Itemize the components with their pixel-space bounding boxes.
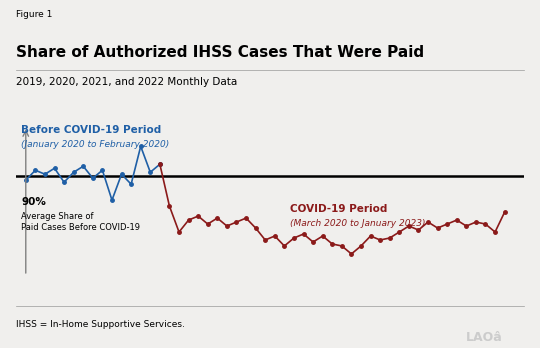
Text: 90%: 90% — [21, 197, 46, 207]
Text: Figure 1: Figure 1 — [16, 10, 52, 19]
Text: 2019, 2020, 2021, and 2022 Monthly Data: 2019, 2020, 2021, and 2022 Monthly Data — [16, 77, 238, 87]
Text: Share of Authorized IHSS Cases That Were Paid: Share of Authorized IHSS Cases That Were… — [16, 45, 424, 60]
Text: (March 2020 to January 2023): (March 2020 to January 2023) — [291, 219, 426, 228]
Text: (January 2020 to February 2020): (January 2020 to February 2020) — [21, 140, 170, 149]
Text: LAOâ: LAOâ — [465, 331, 502, 343]
Text: COVID-19 Period: COVID-19 Period — [291, 204, 388, 214]
Text: Before COVID-19 Period: Before COVID-19 Period — [21, 125, 161, 135]
Text: Average Share of
Paid Cases Before COVID-19: Average Share of Paid Cases Before COVID… — [21, 213, 140, 232]
Text: IHSS = In-Home Supportive Services.: IHSS = In-Home Supportive Services. — [16, 320, 185, 329]
